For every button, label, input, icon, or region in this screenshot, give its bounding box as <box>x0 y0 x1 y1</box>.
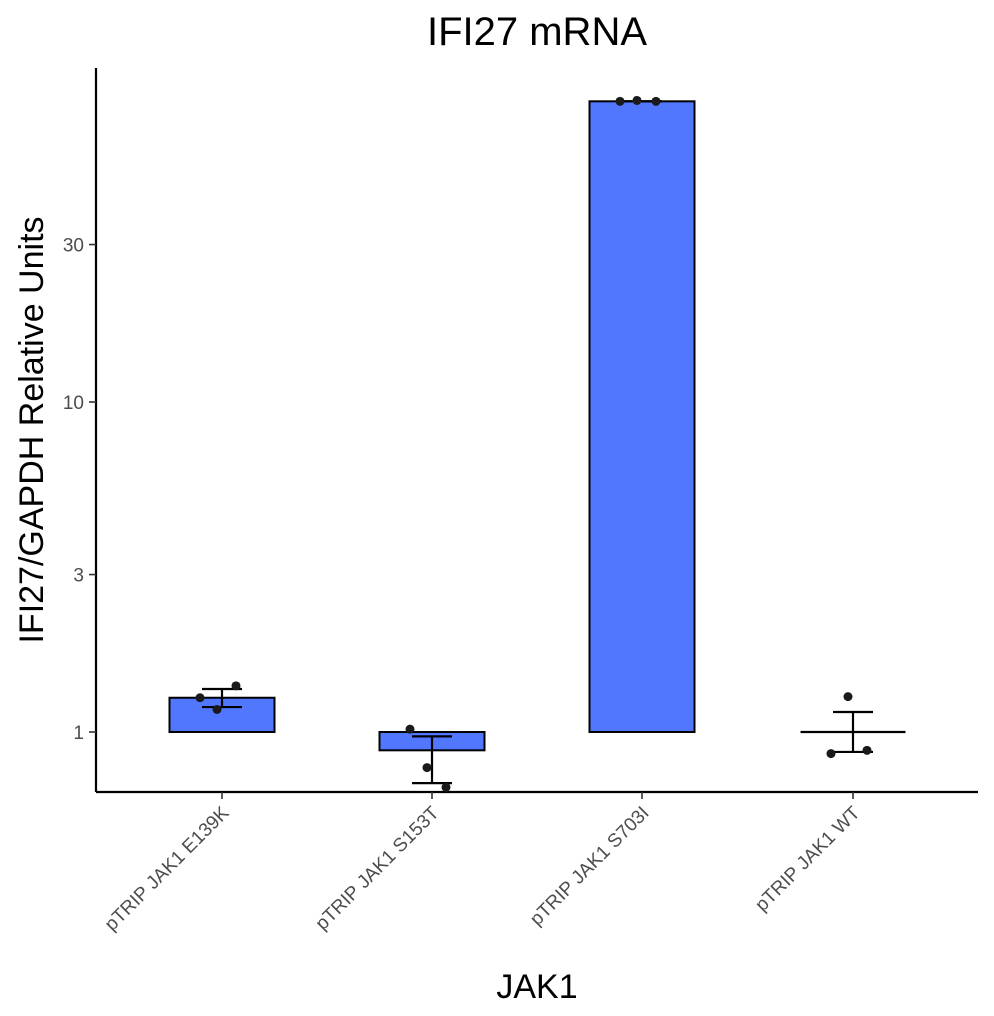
data-point <box>231 681 241 691</box>
chart-title: IFI27 mRNA <box>427 10 647 54</box>
data-point <box>632 95 642 105</box>
data-point <box>843 692 853 702</box>
data-point <box>862 745 872 755</box>
data-point <box>826 749 836 759</box>
y-axis-title: IFI27/GAPDH Relative Units <box>13 216 51 643</box>
data-point <box>651 96 661 106</box>
x-tick-label: pTRIP JAK1 S153T <box>312 802 444 934</box>
x-tick-label: pTRIP JAK1 E139K <box>101 802 234 935</box>
y-tick-label: 10 <box>63 393 84 414</box>
x-axis-title: JAK1 <box>496 968 577 1006</box>
y-tick-label: 3 <box>73 566 84 587</box>
data-point <box>441 782 451 792</box>
y-tick-label: 30 <box>63 236 84 257</box>
bar <box>588 100 696 733</box>
x-tick-label: pTRIP JAK1 S703I <box>526 803 653 930</box>
data-point <box>405 724 415 734</box>
data-point <box>212 704 222 714</box>
data-point <box>422 763 432 773</box>
y-tick-label: 1 <box>73 723 84 744</box>
x-tick-label: pTRIP JAK1 WT <box>751 802 864 915</box>
data-point <box>615 96 625 106</box>
plot-area: 1 3 10 30 pTRIP JAK1 E139K pTRIP JAK1 S153T pT… <box>63 68 978 935</box>
data-point <box>195 693 205 703</box>
